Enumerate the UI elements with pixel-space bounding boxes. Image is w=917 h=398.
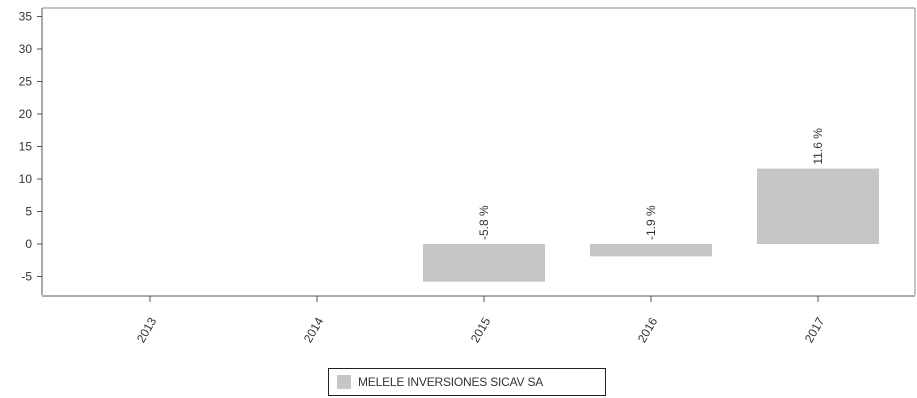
y-tick-label: -5	[21, 270, 32, 284]
y-tick-label: 25	[19, 75, 33, 89]
x-tick-label: 2013	[134, 315, 160, 345]
data-label: -1.9 %	[644, 205, 658, 240]
x-tick-label: 2015	[468, 315, 494, 345]
data-label: -5.8 %	[477, 205, 491, 240]
bar	[757, 168, 879, 244]
x-tick-label: 2017	[802, 315, 828, 345]
y-tick-label: 10	[19, 172, 33, 186]
x-tick-label: 2014	[301, 315, 327, 345]
legend-swatch	[337, 375, 351, 389]
y-tick-label: 15	[19, 140, 33, 154]
data-label: 11.6 %	[811, 128, 825, 165]
x-tick-label: 2016	[635, 315, 661, 345]
bar	[590, 244, 712, 257]
y-tick-label: 30	[19, 42, 33, 56]
y-tick-label: 0	[25, 237, 32, 251]
y-tick-label: 20	[19, 107, 33, 121]
legend: MELELE INVERSIONES SICAV SA	[328, 368, 606, 396]
y-tick-label: 35	[19, 10, 33, 24]
bar	[423, 244, 545, 282]
legend-label: MELELE INVERSIONES SICAV SA	[358, 375, 544, 389]
y-tick-label: 5	[25, 205, 32, 219]
